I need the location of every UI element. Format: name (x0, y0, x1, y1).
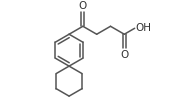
Text: O: O (79, 1, 87, 11)
Text: O: O (120, 50, 128, 60)
Text: OH: OH (136, 23, 152, 33)
